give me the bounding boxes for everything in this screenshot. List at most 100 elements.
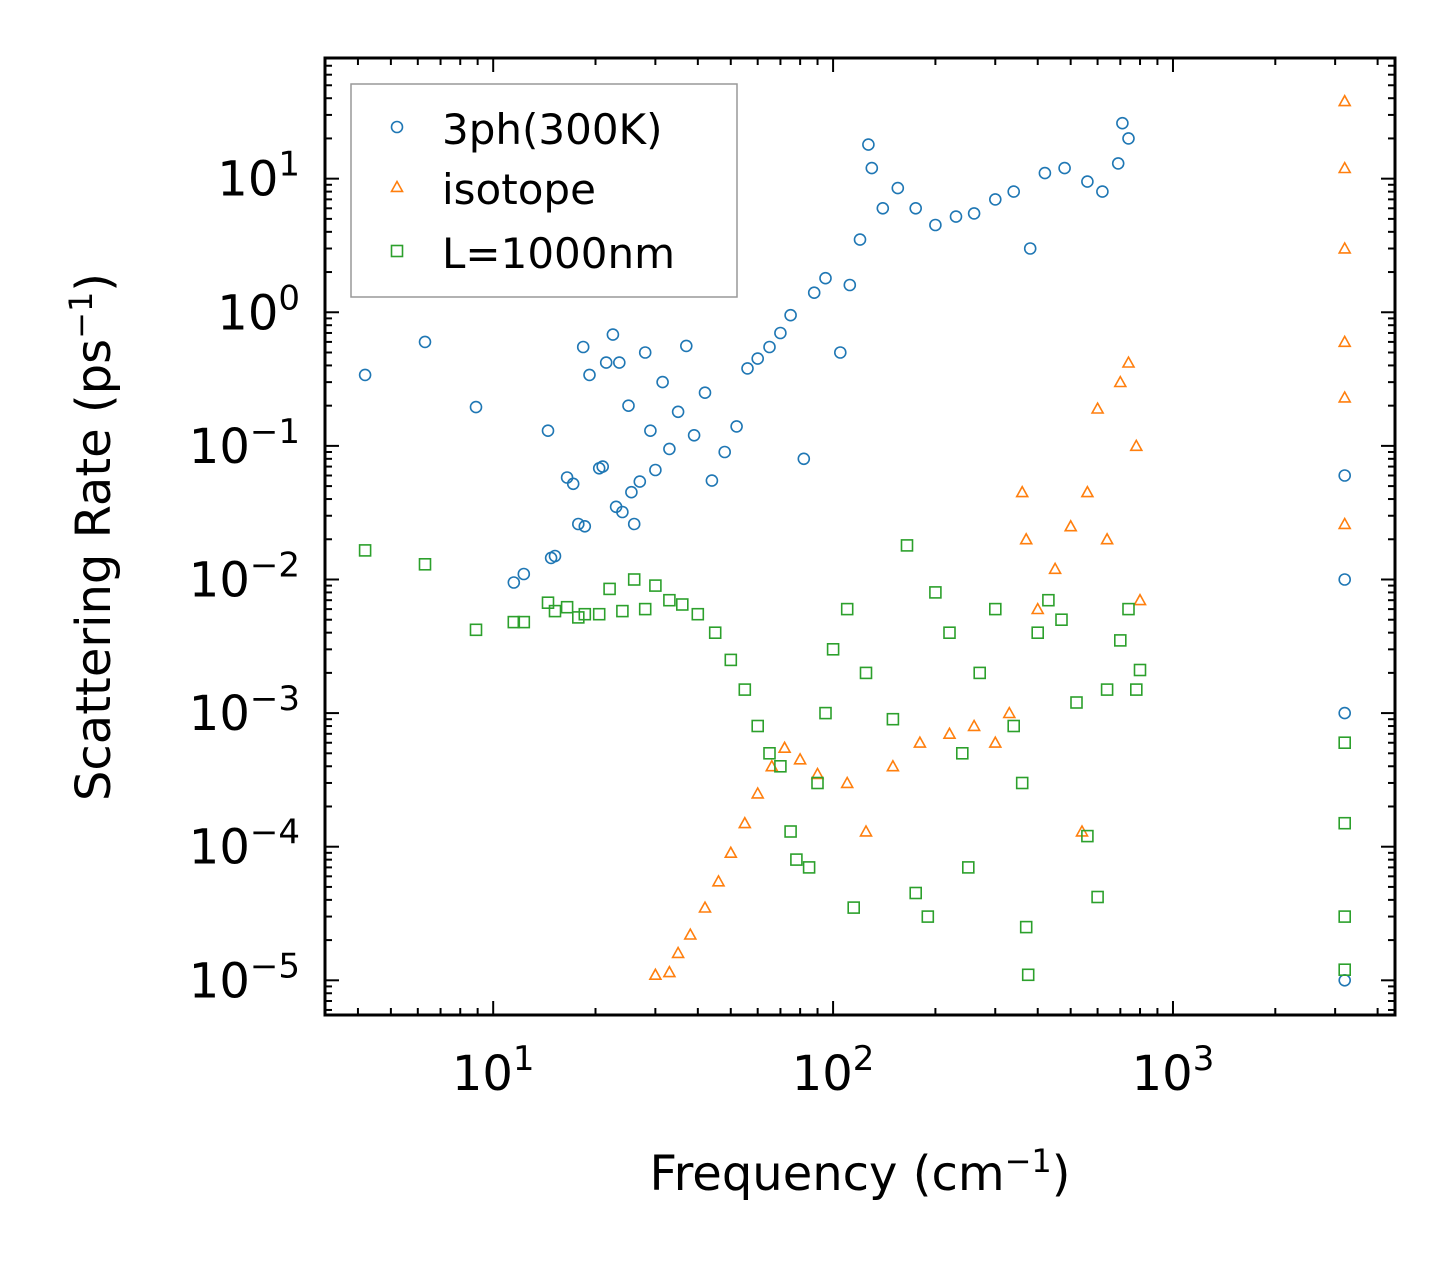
data-point-s2-33	[1129, 438, 1144, 452]
data-point-s1-29	[656, 375, 669, 389]
y-tick-label-3-base: 10	[189, 686, 250, 742]
data-point-s3-46	[1015, 776, 1029, 790]
data-point-s3-30	[819, 706, 832, 720]
data-point-s2-18	[942, 726, 957, 740]
data-point-s3-19	[691, 607, 705, 621]
data-point-s2-21	[1002, 705, 1017, 719]
data-point-s1-10	[566, 477, 580, 491]
data-point-s3-35	[886, 712, 900, 726]
data-point-s3-13	[616, 604, 629, 618]
data-point-s2-6	[711, 874, 726, 887]
data-point-s1-28	[649, 463, 662, 477]
x-tick-label-3: 103	[1132, 1039, 1215, 1102]
data-point-s2-35	[1337, 94, 1352, 107]
data-point-s3-24	[763, 746, 776, 760]
data-point-s1-22	[622, 399, 635, 413]
data-point-s3-49	[1031, 626, 1044, 640]
data-point-s3-55	[1100, 683, 1114, 696]
data-point-s1-17	[599, 356, 613, 369]
data-point-s3-22	[738, 683, 752, 696]
x-tick-label-2-exp: 2	[853, 1039, 875, 1079]
data-point-s3-61	[1338, 816, 1351, 830]
data-point-s3-1	[358, 544, 372, 557]
data-point-s2-28	[1080, 485, 1095, 498]
y-axis-title-main: Scattering Rate (ps	[66, 339, 122, 801]
data-point-s2-24	[1030, 601, 1045, 615]
data-point-s1-16	[596, 460, 610, 473]
data-point-s1-38	[741, 362, 754, 375]
data-point-s3-29	[811, 776, 824, 790]
data-point-s3-17	[663, 593, 676, 607]
data-point-s1-3	[469, 400, 483, 414]
data-point-s2-39	[1337, 390, 1352, 403]
data-point-s1-25	[633, 475, 647, 488]
data-point-s2-22	[1015, 485, 1030, 498]
data-point-s1-6	[541, 424, 555, 438]
data-point-s2-40	[1337, 516, 1352, 530]
data-point-s3-33	[847, 901, 861, 914]
data-point-s2-32	[1121, 355, 1136, 368]
x-tick-label-3-base: 10	[1132, 1046, 1193, 1102]
data-point-s3-59	[1133, 663, 1147, 677]
x-tick-label-2-base: 10	[792, 1046, 853, 1102]
data-point-s1-62	[1081, 175, 1094, 188]
data-point-s3-47	[1019, 920, 1033, 934]
data-point-s1-4	[507, 576, 521, 589]
y-tick-label-4-exp: −2	[250, 545, 300, 585]
y-axis-title-sup: −1	[62, 292, 100, 339]
data-point-s2-5	[698, 900, 712, 913]
data-point-s1-8	[548, 549, 562, 563]
legend-markers	[390, 120, 404, 258]
data-point-s1-56	[967, 207, 981, 220]
data-point-s1-69	[1338, 706, 1351, 720]
data-point-s2-20	[988, 735, 1003, 748]
data-point-s2-9	[750, 786, 765, 799]
x-tick-label-1: 101	[452, 1039, 535, 1102]
data-point-s3-21	[724, 653, 738, 667]
data-point-s2-34	[1133, 593, 1147, 606]
data-point-s3-42	[961, 861, 975, 874]
data-point-s3-31	[826, 642, 840, 656]
x-axis-title: Frequency (cm−1)	[649, 1142, 1070, 1202]
data-point-s1-48	[853, 233, 867, 246]
data-point-s3-16	[649, 579, 662, 592]
data-point-s3-32	[840, 602, 854, 616]
legend: 3ph(300K) isotope L=1000nm	[350, 83, 738, 298]
data-point-s1-24	[627, 517, 641, 531]
data-point-s1-40	[763, 340, 776, 354]
data-point-s1-1	[358, 368, 372, 382]
data-point-s1-66	[1122, 132, 1135, 145]
legend-marker-3	[390, 244, 404, 258]
data-point-s1-65	[1116, 116, 1129, 130]
data-point-s3-6	[541, 596, 555, 610]
data-point-s1-60	[1038, 166, 1052, 180]
data-point-s1-58	[1007, 185, 1021, 198]
data-point-s2-2	[662, 965, 677, 978]
data-point-s3-62	[1338, 910, 1351, 923]
data-point-s3-12	[603, 582, 616, 596]
data-point-s3-26	[784, 825, 797, 838]
y-tick-label-6-exp: 0	[278, 278, 300, 318]
data-point-s2-17	[913, 735, 927, 748]
data-point-s3-20	[708, 626, 722, 640]
data-point-s3-44	[988, 602, 1002, 616]
y-tick-label-3: 10−3	[189, 679, 300, 742]
x-tick-label-1-exp: 1	[513, 1039, 535, 1079]
data-point-s2-12	[793, 752, 807, 765]
plot-frame	[323, 56, 1397, 1017]
data-point-s3-53	[1081, 829, 1094, 843]
data-point-s1-31	[671, 405, 685, 419]
data-point-s1-46	[833, 346, 847, 359]
data-point-s1-5	[517, 567, 531, 581]
series-1	[358, 116, 1351, 987]
data-point-s2-8	[737, 816, 752, 829]
data-point-s3-23	[751, 719, 765, 733]
data-point-s3-36	[900, 539, 914, 552]
y-tick-label-3-exp: −3	[250, 679, 300, 719]
data-point-s1-54	[929, 218, 942, 232]
data-point-s1-67	[1338, 469, 1351, 482]
data-point-s3-48	[1021, 968, 1035, 982]
data-point-s3-14	[627, 573, 641, 586]
data-point-s1-27	[644, 424, 657, 438]
